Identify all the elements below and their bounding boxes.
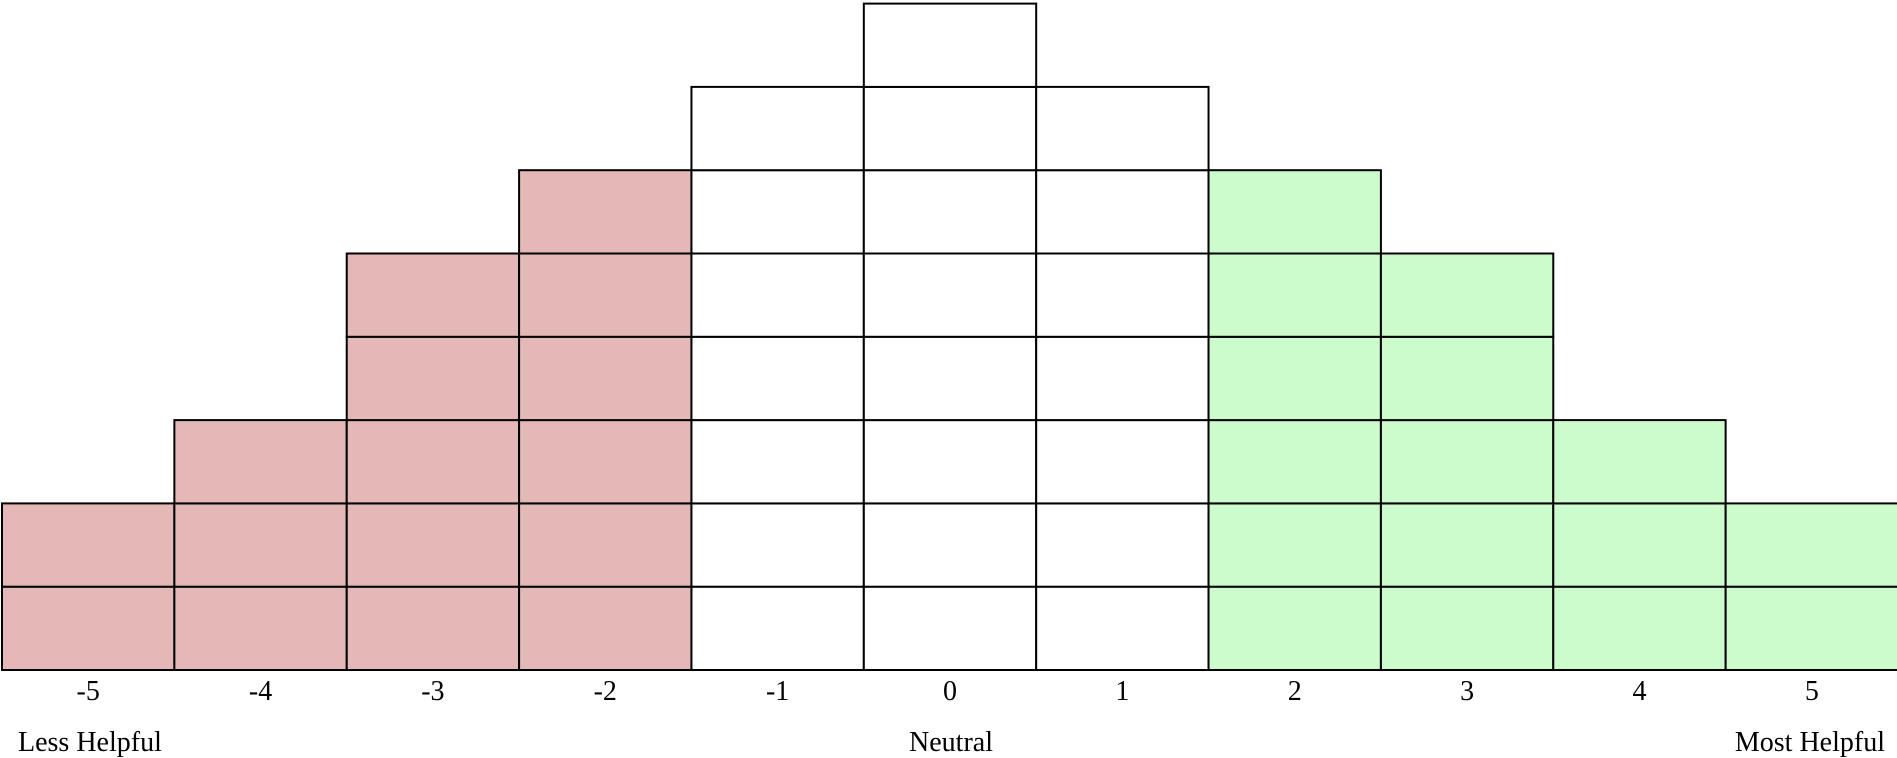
column-label: 0 <box>943 676 957 707</box>
grid-cell <box>690 585 865 672</box>
grid-cell <box>518 252 693 338</box>
grid-cell <box>862 585 1038 672</box>
grid-cell <box>1035 419 1210 505</box>
grid-cell <box>173 419 348 505</box>
grid-cell <box>345 419 521 505</box>
grid-cell <box>1207 585 1382 672</box>
grid-cell <box>1035 85 1210 172</box>
grid-cell <box>1207 335 1382 422</box>
column-label: 3 <box>1460 676 1474 707</box>
grid-cell <box>1379 335 1555 422</box>
grid-cell <box>1379 585 1555 672</box>
grid-cell <box>690 169 865 255</box>
anchor-label-neutral: Neutral <box>909 727 993 758</box>
grid-cell <box>173 585 348 672</box>
grid-cell <box>862 419 1038 505</box>
grid-cell <box>518 169 693 255</box>
column-label: -3 <box>421 676 444 707</box>
grid-cell <box>1379 502 1555 588</box>
grid-cell <box>862 502 1038 588</box>
column-label: 2 <box>1288 676 1302 707</box>
grid-cell <box>1207 169 1382 255</box>
column-label: -5 <box>77 676 100 707</box>
grid-cell <box>173 502 348 588</box>
grid-cell <box>690 335 865 422</box>
grid-cell <box>345 585 521 672</box>
column-label: -4 <box>249 676 272 707</box>
grid-cell <box>690 85 865 172</box>
grid-cell <box>690 419 865 505</box>
column-label: -2 <box>594 676 617 707</box>
grid-cell <box>1035 252 1210 338</box>
grid-cell <box>1207 419 1382 505</box>
column-labels: -5 -4 -3 -2 -1 0 1 2 3 4 5 <box>77 676 1819 707</box>
grid-cell <box>1207 252 1382 338</box>
grid-cell <box>1552 502 1727 588</box>
grid-cell <box>1379 419 1555 505</box>
grid-cell <box>345 502 521 588</box>
grid-cell <box>518 335 693 422</box>
grid-cell <box>518 502 693 588</box>
grid-cells <box>1 2 1897 672</box>
grid-cell <box>862 2 1038 88</box>
anchor-label-most-helpful: Most Helpful <box>1735 727 1885 758</box>
column-label: -1 <box>766 676 789 707</box>
grid-cell <box>1379 252 1555 338</box>
column-label: 4 <box>1632 676 1646 707</box>
grid-cell <box>518 585 693 672</box>
grid-cell <box>518 419 693 505</box>
grid-cell <box>1 585 176 672</box>
grid-cell <box>345 252 521 338</box>
grid-cell <box>1207 502 1382 588</box>
grid-cell <box>862 252 1038 338</box>
grid-cell <box>1552 419 1727 505</box>
grid-cell <box>690 252 865 338</box>
grid-cell <box>862 85 1038 172</box>
anchor-label-less-helpful: Less Helpful <box>18 727 162 758</box>
grid-cell <box>862 335 1038 422</box>
grid-cell <box>1035 335 1210 422</box>
grid-cell <box>1724 585 1897 672</box>
grid-cell <box>1035 169 1210 255</box>
grid-cell <box>1035 585 1210 672</box>
grid-cell <box>1552 585 1727 672</box>
grid-cell <box>345 335 521 422</box>
grid-cell <box>862 169 1038 255</box>
column-label: 1 <box>1115 676 1129 707</box>
grid-cell <box>1 502 176 588</box>
anchor-labels: Less Helpful Neutral Most Helpful <box>18 727 1885 758</box>
column-label: 5 <box>1805 676 1819 707</box>
grid-cell <box>1035 502 1210 588</box>
grid-cell <box>690 502 865 588</box>
grid-cell <box>1724 502 1897 588</box>
